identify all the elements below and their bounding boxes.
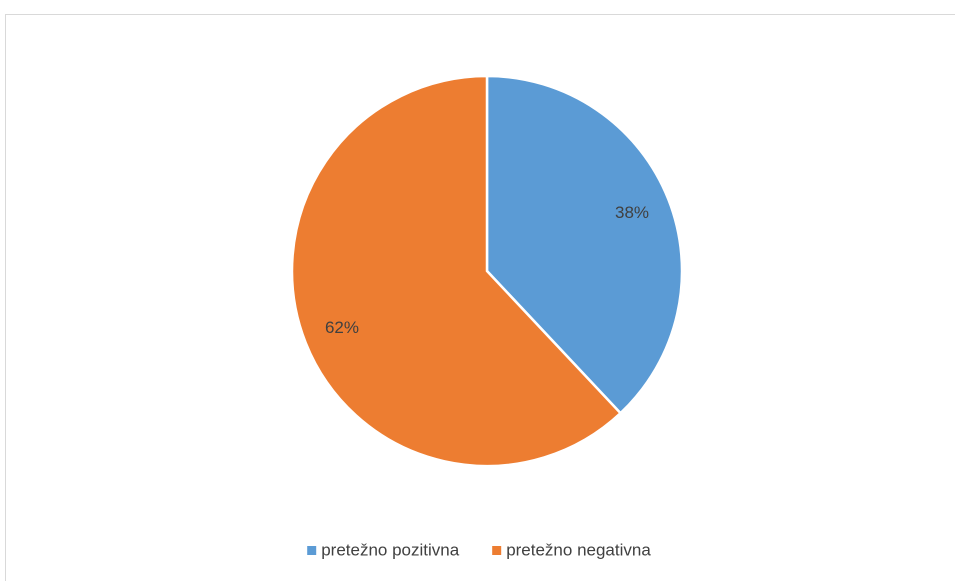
- legend-swatch: [492, 546, 502, 555]
- pie-slice: [290, 74, 623, 468]
- legend-label: pretežno negativna: [506, 540, 651, 559]
- legend-label: pretežno pozitivna: [321, 540, 460, 559]
- legend-swatch: [307, 546, 317, 555]
- data-label: 38%: [615, 203, 649, 222]
- pie-slice: [485, 74, 684, 415]
- data-label: 62%: [325, 318, 359, 337]
